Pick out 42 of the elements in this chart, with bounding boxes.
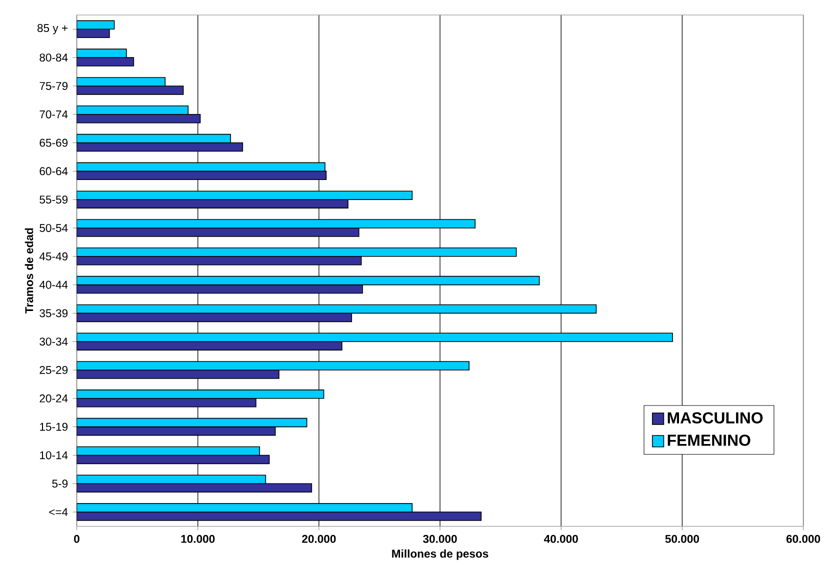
- bar: [76, 446, 260, 456]
- y-tick-label: 25-29: [40, 366, 68, 374]
- x-tick-label: 0: [74, 534, 80, 543]
- bar: [76, 170, 327, 180]
- y-axis-title: Tramos de edad: [24, 228, 34, 314]
- y-tick-label: 60-64: [40, 167, 68, 176]
- bar: [76, 142, 244, 152]
- bar: [76, 312, 352, 322]
- x-tick-label: 40.000: [544, 534, 578, 543]
- bar: [76, 284, 363, 294]
- x-tick-label: 20.000: [302, 534, 336, 543]
- x-tick-label: 10.000: [181, 534, 215, 543]
- bar: [76, 418, 308, 428]
- x-axis-title: Millones de pesos: [392, 549, 488, 560]
- y-tick-label: 50-54: [40, 224, 68, 232]
- y-tick-label: 15-19: [40, 422, 68, 431]
- bar: [76, 20, 115, 30]
- y-tick-label: 85 y +: [37, 24, 68, 34]
- bar: [76, 134, 231, 144]
- x-tick-label: 30.000: [422, 534, 457, 543]
- y-tick-label: 20-24: [40, 394, 68, 402]
- y-tick-label: 40-44: [39, 280, 68, 289]
- y-tick-label: 75-79: [40, 82, 68, 90]
- y-tick-label: 35-39: [40, 309, 68, 318]
- legend-label: MASCULINO: [668, 412, 763, 424]
- x-tick-label: 50.000: [665, 534, 700, 543]
- y-tick-label: 65-69: [40, 138, 68, 147]
- y-tick-label: 80-84: [40, 54, 68, 62]
- y-tick-label: 45-49: [39, 252, 68, 260]
- x-tick-label: 60.000: [786, 534, 820, 543]
- y-tick-label: 70-74: [40, 110, 68, 118]
- legend-label: FEMENINO: [668, 434, 750, 446]
- bar: [76, 426, 276, 436]
- y-tick-label: 55-59: [40, 196, 68, 204]
- y-tick-label: 10-14: [40, 451, 68, 460]
- bar: [76, 162, 326, 172]
- y-tick-label: 30-34: [40, 338, 68, 346]
- bar: [76, 454, 270, 464]
- bar: [76, 304, 597, 314]
- y-tick-label: <=4: [49, 508, 68, 516]
- bar: [76, 276, 540, 286]
- y-tick-label: 5-9: [52, 480, 68, 488]
